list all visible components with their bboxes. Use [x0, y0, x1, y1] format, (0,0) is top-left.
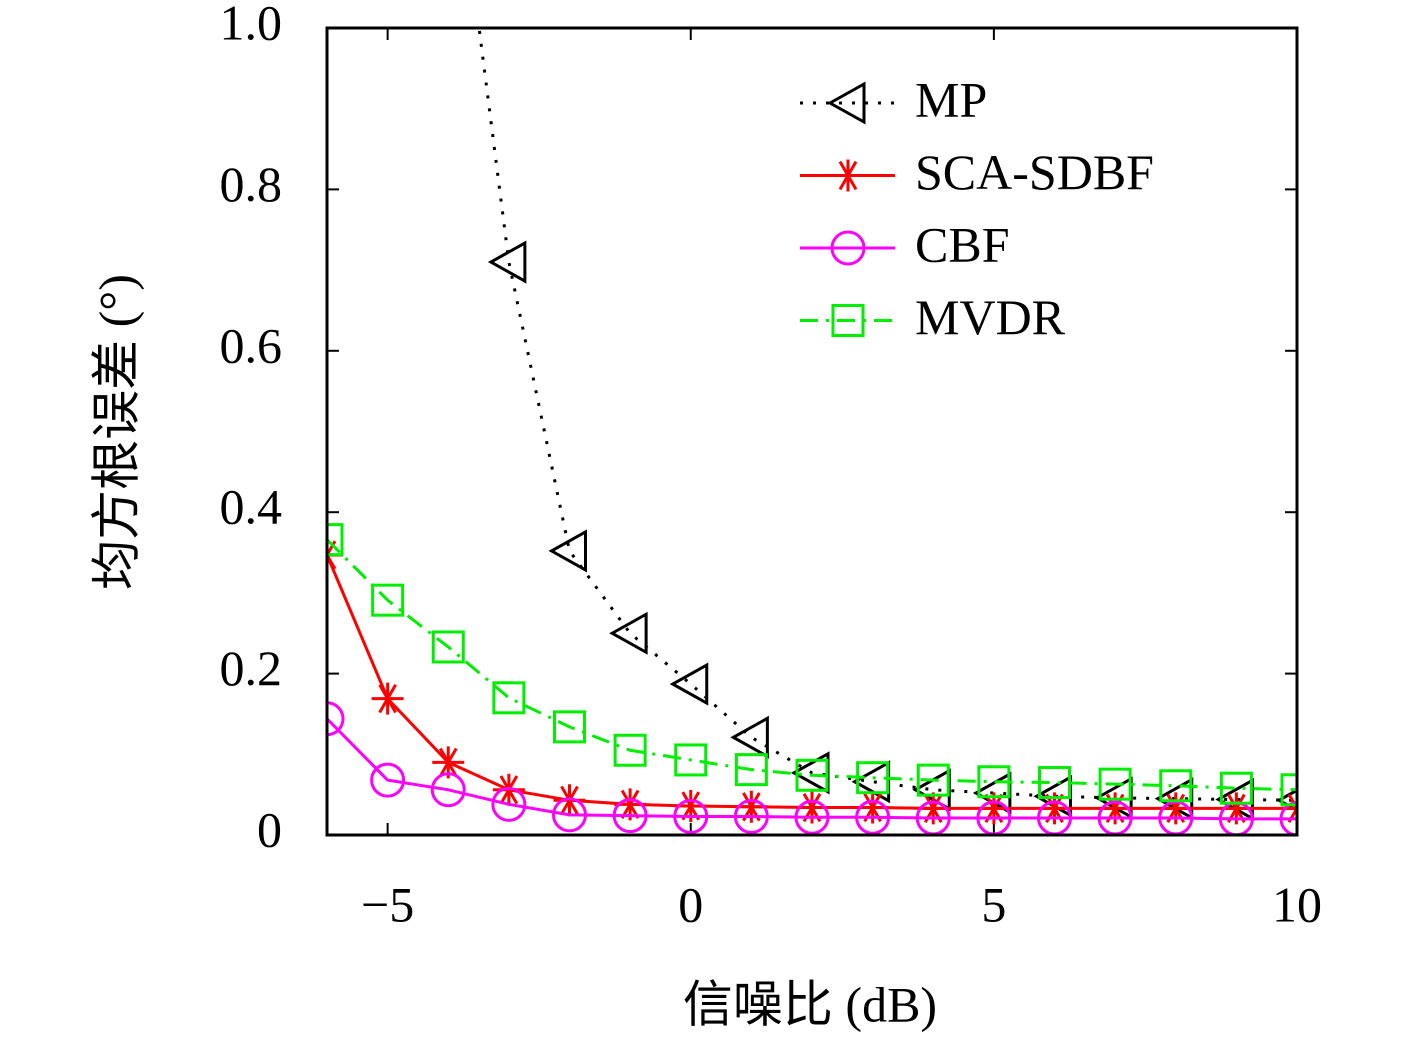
- marker: [552, 797, 587, 833]
- legend-label: MVDR: [915, 289, 1066, 345]
- marker: [431, 630, 465, 664]
- y-tick-label: 0.4: [220, 479, 283, 535]
- marker: [1219, 771, 1253, 805]
- marker: [371, 682, 404, 715]
- legend-marker: [830, 230, 866, 266]
- series-line: [327, 538, 1297, 792]
- marker: [1098, 767, 1132, 801]
- legend-label: CBF: [915, 216, 1010, 272]
- marker: [795, 758, 829, 792]
- marker: [432, 746, 465, 779]
- marker: [733, 798, 769, 834]
- y-axis-label: 均方根误差 (°): [88, 274, 144, 590]
- marker: [614, 788, 647, 821]
- legend-marker: [831, 304, 865, 337]
- marker: [487, 240, 527, 284]
- plot-frame: [325, 26, 1299, 837]
- marker: [916, 763, 950, 797]
- series-line: [327, 554, 1297, 810]
- marker: [327, 701, 345, 737]
- marker: [370, 762, 406, 798]
- marker: [917, 792, 950, 825]
- marker: [674, 743, 708, 777]
- marker: [430, 772, 466, 808]
- marker: [1279, 801, 1297, 835]
- marker: [1038, 766, 1071, 800]
- marker: [609, 611, 648, 655]
- marker: [977, 792, 1010, 825]
- legend-label: SCA-SDBF: [915, 144, 1154, 200]
- marker: [734, 753, 768, 787]
- x-axis-label: 信噪比 (dB): [683, 976, 937, 1032]
- y-tick-label: 0: [257, 801, 282, 857]
- marker: [674, 789, 707, 822]
- marker: [553, 710, 586, 744]
- y-tick-label: 0.2: [220, 640, 283, 696]
- marker: [1280, 773, 1297, 807]
- marker: [371, 583, 405, 617]
- marker: [613, 733, 647, 767]
- legend-label: MP: [915, 71, 987, 127]
- x-tick-label: 0: [678, 876, 703, 932]
- marker: [856, 791, 889, 824]
- marker: [856, 761, 890, 795]
- marker: [1159, 792, 1192, 825]
- y-tick-label: 1.0: [220, 0, 283, 50]
- marker: [673, 798, 709, 834]
- legend-marker: [832, 159, 864, 192]
- marker: [855, 799, 891, 835]
- marker: [491, 786, 527, 822]
- marker: [548, 529, 587, 573]
- marker: [327, 523, 344, 557]
- marker: [492, 681, 526, 715]
- y-tick-label: 0.6: [220, 317, 283, 373]
- legend-marker: [826, 81, 866, 125]
- plot-area: [327, 28, 1297, 835]
- y-tick-label: 0.8: [220, 156, 283, 212]
- marker: [1159, 769, 1193, 803]
- marker: [1099, 792, 1132, 825]
- marker: [730, 715, 769, 759]
- marker: [796, 791, 828, 824]
- x-tick-label: −5: [361, 876, 414, 932]
- series-line: [477, 28, 1297, 802]
- marker: [794, 799, 830, 835]
- x-tick-label: 5: [981, 876, 1006, 932]
- marker: [669, 662, 709, 706]
- marker: [612, 798, 648, 834]
- marker: [977, 765, 1011, 799]
- series-line: [327, 717, 1297, 821]
- marker: [1038, 792, 1071, 825]
- marker: [1220, 792, 1253, 825]
- marker: [735, 790, 768, 823]
- x-tick-label: 10: [1272, 876, 1322, 932]
